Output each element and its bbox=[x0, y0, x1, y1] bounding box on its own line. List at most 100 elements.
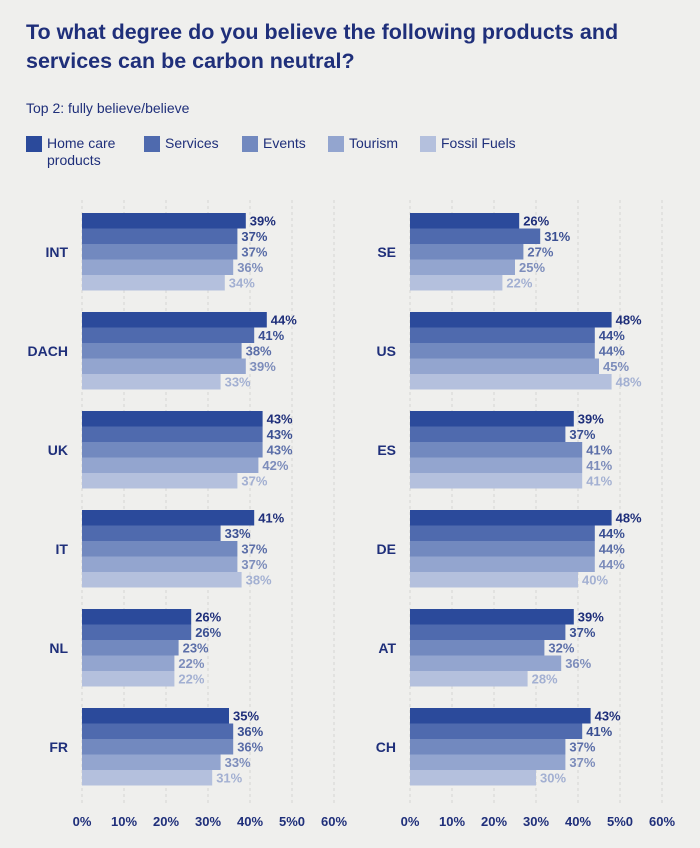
bar bbox=[410, 473, 583, 489]
data-label: 37% bbox=[241, 245, 267, 260]
data-label: 37% bbox=[569, 755, 595, 770]
data-label: 33% bbox=[225, 526, 251, 541]
bar bbox=[82, 213, 246, 229]
data-label: 39% bbox=[250, 359, 276, 374]
data-label: 41% bbox=[586, 724, 612, 739]
chart-subtitle: Top 2: fully believe/believe bbox=[26, 100, 190, 116]
data-label: 48% bbox=[616, 313, 642, 328]
data-label: 39% bbox=[578, 412, 604, 427]
x-tick-label: 10% bbox=[439, 814, 465, 829]
bar bbox=[410, 609, 574, 625]
bar bbox=[82, 244, 238, 260]
bar bbox=[82, 723, 234, 739]
chart-title: To what degree do you believe the follow… bbox=[26, 20, 619, 73]
data-label: 34% bbox=[229, 276, 255, 291]
data-label: 32% bbox=[548, 641, 574, 656]
bar bbox=[410, 442, 583, 458]
data-label: 41% bbox=[258, 328, 284, 343]
legend-label-home-care: Home care products bbox=[47, 135, 116, 168]
bar bbox=[410, 770, 536, 786]
data-label: 37% bbox=[241, 542, 267, 557]
bar bbox=[82, 457, 259, 473]
data-label: 45% bbox=[603, 359, 629, 374]
category-label: UK bbox=[48, 442, 68, 458]
bar bbox=[82, 624, 192, 640]
x-tick-label: 40% bbox=[237, 814, 263, 829]
category-label: DACH bbox=[28, 343, 68, 359]
bar bbox=[410, 739, 566, 755]
data-label: 44% bbox=[599, 344, 625, 359]
bar bbox=[410, 312, 612, 328]
bar bbox=[82, 525, 221, 541]
bar bbox=[82, 343, 242, 359]
bar bbox=[82, 275, 225, 291]
bar bbox=[82, 754, 221, 770]
data-label: 39% bbox=[250, 214, 276, 229]
data-label: 33% bbox=[225, 375, 251, 390]
data-label: 43% bbox=[267, 427, 293, 442]
data-label: 36% bbox=[565, 656, 591, 671]
bar bbox=[410, 708, 591, 724]
data-label: 37% bbox=[241, 474, 267, 489]
data-label: 48% bbox=[616, 511, 642, 526]
legend-swatch-tourism bbox=[328, 136, 344, 152]
data-label: 40% bbox=[582, 573, 608, 588]
data-label: 41% bbox=[586, 443, 612, 458]
bar bbox=[82, 473, 238, 489]
data-label: 22% bbox=[178, 672, 204, 687]
data-label: 36% bbox=[237, 260, 263, 275]
bar bbox=[410, 457, 583, 473]
bar bbox=[82, 426, 263, 442]
data-label: 44% bbox=[599, 542, 625, 557]
data-label: 23% bbox=[183, 641, 209, 656]
data-label: 41% bbox=[586, 458, 612, 473]
category-label: INT bbox=[45, 244, 68, 260]
category-label: FR bbox=[49, 739, 68, 755]
legend-label-tourism: Tourism bbox=[349, 135, 399, 151]
category-label: US bbox=[377, 343, 396, 359]
bar bbox=[410, 213, 520, 229]
data-label: 27% bbox=[527, 245, 553, 260]
data-label: 48% bbox=[616, 375, 642, 390]
bar bbox=[82, 572, 242, 588]
bar bbox=[410, 510, 612, 526]
data-label: 28% bbox=[532, 672, 558, 687]
category-label: AT bbox=[378, 640, 396, 656]
data-label: 44% bbox=[271, 313, 297, 328]
legend-swatch-fossil-fuels bbox=[420, 136, 436, 152]
data-label: 37% bbox=[569, 427, 595, 442]
data-label: 35% bbox=[233, 709, 259, 724]
x-tick-label: 0% bbox=[401, 814, 420, 829]
bar bbox=[82, 609, 192, 625]
data-label: 43% bbox=[595, 709, 621, 724]
x-tick-label: 0% bbox=[73, 814, 92, 829]
x-tick-label: 20% bbox=[481, 814, 507, 829]
data-label: 38% bbox=[246, 573, 272, 588]
data-label: 31% bbox=[544, 229, 570, 244]
bar bbox=[410, 343, 595, 359]
x-tick-label: 60% bbox=[321, 814, 347, 829]
bar bbox=[82, 312, 267, 328]
bar bbox=[82, 556, 238, 572]
bar bbox=[82, 640, 179, 656]
bar bbox=[410, 624, 566, 640]
bar bbox=[410, 244, 524, 260]
data-label: 44% bbox=[599, 526, 625, 541]
data-label: 42% bbox=[262, 458, 288, 473]
bar bbox=[82, 708, 229, 724]
bar bbox=[82, 655, 175, 671]
data-label: 26% bbox=[195, 625, 221, 640]
category-label: NL bbox=[49, 640, 68, 656]
legend-swatch-events bbox=[242, 136, 258, 152]
bar bbox=[410, 358, 599, 374]
bar bbox=[410, 525, 595, 541]
bar bbox=[82, 671, 175, 687]
x-tick-label: 5%0 bbox=[607, 814, 633, 829]
data-label: 22% bbox=[178, 656, 204, 671]
data-label: 44% bbox=[599, 328, 625, 343]
bar bbox=[410, 754, 566, 770]
legend-swatch-services bbox=[144, 136, 160, 152]
bar bbox=[82, 541, 238, 557]
bar bbox=[410, 327, 595, 343]
